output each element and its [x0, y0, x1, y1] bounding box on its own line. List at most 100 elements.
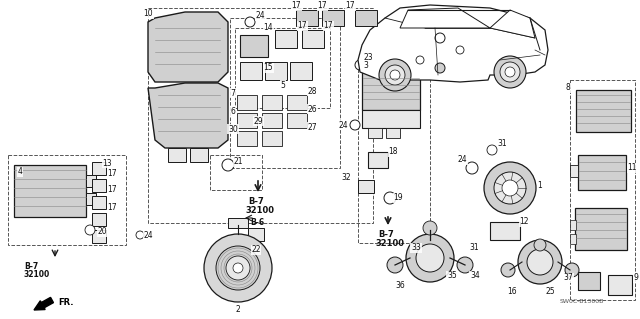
- Bar: [265, 62, 287, 80]
- Bar: [86, 175, 96, 187]
- Circle shape: [435, 63, 445, 73]
- Text: 11: 11: [627, 164, 637, 173]
- Circle shape: [565, 263, 579, 277]
- Bar: [92, 179, 106, 192]
- Bar: [362, 72, 420, 110]
- Polygon shape: [148, 83, 228, 148]
- Bar: [358, 68, 430, 243]
- Bar: [210, 155, 262, 190]
- Circle shape: [85, 225, 95, 235]
- Bar: [228, 218, 248, 228]
- Circle shape: [416, 56, 424, 64]
- Text: 7: 7: [230, 88, 236, 98]
- Bar: [358, 180, 374, 193]
- Text: 26: 26: [307, 105, 317, 114]
- Text: 23: 23: [363, 54, 373, 63]
- Circle shape: [136, 231, 144, 239]
- Circle shape: [379, 59, 411, 91]
- Text: 17: 17: [317, 2, 327, 11]
- Bar: [570, 234, 576, 244]
- Text: 32100: 32100: [24, 270, 51, 279]
- Bar: [296, 10, 318, 26]
- Text: 8: 8: [566, 84, 570, 93]
- Text: 32: 32: [341, 174, 351, 182]
- FancyArrow shape: [34, 297, 54, 310]
- Text: 17: 17: [291, 2, 301, 11]
- Bar: [570, 80, 635, 300]
- Polygon shape: [400, 8, 490, 28]
- Text: 37: 37: [563, 273, 573, 283]
- Text: 17: 17: [107, 168, 117, 177]
- Bar: [368, 128, 382, 138]
- Bar: [322, 10, 344, 26]
- Bar: [355, 10, 377, 26]
- Text: 32100: 32100: [245, 206, 274, 215]
- Text: 17: 17: [107, 186, 117, 195]
- Circle shape: [457, 257, 473, 273]
- Text: 17: 17: [297, 21, 307, 31]
- Circle shape: [502, 180, 518, 196]
- Circle shape: [387, 257, 403, 273]
- Bar: [608, 275, 632, 295]
- Text: 29: 29: [253, 116, 263, 125]
- Text: 9: 9: [634, 273, 639, 283]
- Text: 24: 24: [255, 11, 265, 20]
- Bar: [148, 8, 373, 223]
- Text: 24: 24: [143, 232, 153, 241]
- Bar: [237, 113, 257, 128]
- Text: 4: 4: [17, 167, 22, 176]
- Text: 17: 17: [323, 21, 333, 31]
- Text: 13: 13: [102, 159, 112, 167]
- Circle shape: [435, 33, 445, 43]
- Bar: [302, 30, 324, 48]
- Circle shape: [505, 67, 515, 77]
- Circle shape: [416, 244, 444, 272]
- Polygon shape: [358, 5, 548, 82]
- Text: B-6: B-6: [250, 218, 264, 227]
- Circle shape: [456, 46, 464, 54]
- Circle shape: [245, 17, 255, 27]
- Bar: [287, 95, 307, 110]
- Text: 24: 24: [338, 121, 348, 130]
- Bar: [287, 113, 307, 128]
- Circle shape: [466, 162, 478, 174]
- Bar: [262, 95, 282, 110]
- Bar: [275, 30, 297, 48]
- Text: 16: 16: [507, 287, 517, 296]
- Bar: [240, 35, 268, 57]
- Text: 1: 1: [538, 181, 542, 189]
- Text: 17: 17: [345, 2, 355, 11]
- Text: 3: 3: [364, 62, 369, 70]
- Text: 31: 31: [469, 243, 479, 253]
- Circle shape: [423, 221, 437, 235]
- Bar: [362, 110, 420, 128]
- Circle shape: [534, 239, 546, 251]
- Bar: [86, 193, 96, 205]
- Bar: [237, 95, 257, 110]
- Bar: [578, 155, 626, 190]
- Bar: [248, 228, 264, 241]
- Text: B-7: B-7: [378, 230, 394, 239]
- Circle shape: [487, 145, 497, 155]
- Bar: [190, 148, 208, 162]
- Bar: [578, 272, 600, 290]
- Text: 14: 14: [263, 24, 273, 33]
- Polygon shape: [490, 10, 535, 38]
- Text: 20: 20: [97, 227, 107, 236]
- Circle shape: [518, 240, 562, 284]
- Bar: [575, 208, 627, 250]
- Text: 27: 27: [307, 122, 317, 131]
- Bar: [570, 220, 576, 230]
- Circle shape: [390, 70, 400, 80]
- Bar: [168, 148, 186, 162]
- Circle shape: [385, 65, 405, 85]
- Circle shape: [355, 60, 365, 70]
- Text: 18: 18: [388, 147, 397, 157]
- Circle shape: [494, 56, 526, 88]
- Text: 17: 17: [107, 203, 117, 211]
- Bar: [235, 28, 330, 108]
- Text: 15: 15: [263, 63, 273, 72]
- Circle shape: [484, 162, 536, 214]
- Bar: [92, 196, 106, 209]
- Text: B-7: B-7: [248, 197, 264, 206]
